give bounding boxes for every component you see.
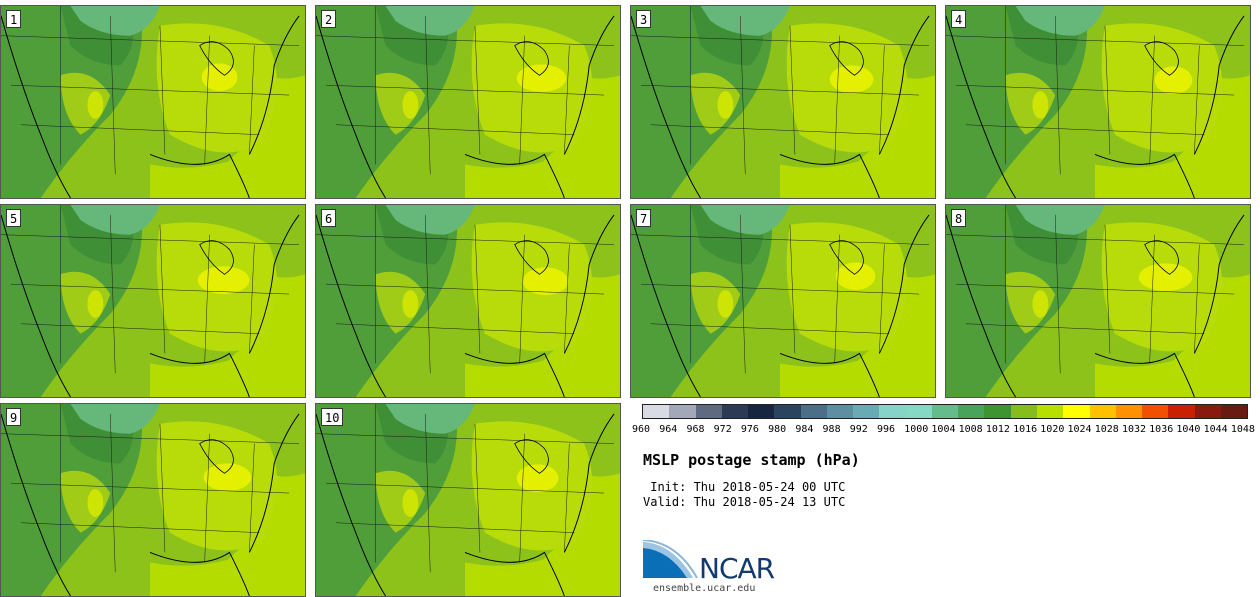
colorbar-swatch xyxy=(748,405,775,418)
colorbar-swatch xyxy=(774,405,801,418)
mslp-map xyxy=(946,205,1250,397)
colorbar-tick-label: 1024 xyxy=(1067,424,1092,435)
colorbar-tick-label: 964 xyxy=(659,424,678,435)
colorbar-swatch xyxy=(1089,405,1116,418)
mslp-map xyxy=(1,404,305,596)
colorbar-tick-label: 992 xyxy=(849,424,868,435)
colorbar-tick-label: 972 xyxy=(713,424,732,435)
colorbar-tick-label: 1004 xyxy=(931,424,956,435)
colorbar-tick-label: 996 xyxy=(876,424,896,435)
panel-number: 5 xyxy=(6,209,22,227)
mslp-map xyxy=(1,205,305,397)
panel-number: 7 xyxy=(636,209,652,227)
colorbar-swatch xyxy=(826,405,854,418)
colorbar-swatch xyxy=(721,405,749,418)
init-time: Init: Thu 2018-05-24 00 UTC xyxy=(643,480,846,494)
stamp-panel-7: 7 xyxy=(630,204,936,398)
colorbar-tick-label: 984 xyxy=(795,424,814,435)
mslp-map xyxy=(631,6,935,198)
colorbar-swatch xyxy=(669,405,696,418)
colorbar-swatch xyxy=(1010,405,1037,418)
colorbar-tick-label: 1036 xyxy=(1149,424,1174,435)
stamp-panel-4: 4 xyxy=(945,5,1251,199)
colorbar-swatch xyxy=(1168,405,1195,418)
colorbar-swatch xyxy=(879,405,906,418)
colorbar-tick-label: 1016 xyxy=(1013,424,1038,435)
colorbar-swatch xyxy=(1194,405,1221,418)
colorbar-swatch xyxy=(853,405,880,418)
stamp-panel-5: 5 xyxy=(0,204,306,398)
ncar-logo xyxy=(643,540,698,579)
colorbar-tick-label: 980 xyxy=(768,424,787,435)
colorbar-swatch xyxy=(905,405,932,418)
mslp-map xyxy=(946,6,1250,198)
colorbar-labels: 960 964 968 972 976 980 984 988 992 996 1000 1004 10… xyxy=(632,424,1258,438)
valid-time: Valid: Thu 2018-05-24 13 UTC xyxy=(643,495,846,509)
colorbar-tick-label: 1008 xyxy=(958,424,983,435)
colorbar-tick-label: 968 xyxy=(686,424,705,435)
stamp-panel-6: 6 xyxy=(315,204,621,398)
colorbar-tick-label: 1012 xyxy=(985,424,1010,435)
colorbar-tick-label: 1044 xyxy=(1203,424,1228,435)
panel-number: 9 xyxy=(6,408,22,426)
panel-number: 4 xyxy=(951,10,967,28)
chart-title: MSLP postage stamp (hPa) xyxy=(643,451,860,469)
pressure-colorbar xyxy=(642,404,1248,419)
stamp-panel-2: 2 xyxy=(315,5,621,199)
mslp-map xyxy=(316,205,620,397)
colorbar-tick-label: 1000 xyxy=(904,424,929,435)
colorbar-tick-label: 960 xyxy=(632,424,651,435)
ncar-logo-text: NCAR xyxy=(699,552,775,585)
colorbar-swatch xyxy=(1220,405,1248,418)
colorbar-swatch xyxy=(958,405,985,418)
colorbar-tick-label: 1020 xyxy=(1040,424,1065,435)
panel-number: 8 xyxy=(951,209,967,227)
mslp-map xyxy=(316,404,620,596)
site-url: ensemble.ucar.edu xyxy=(653,583,756,594)
colorbar-tick-label: 1048 xyxy=(1230,424,1255,435)
colorbar-tick-label: 1032 xyxy=(1121,424,1147,435)
colorbar-swatch xyxy=(1142,405,1169,418)
colorbar-swatch xyxy=(800,405,827,418)
colorbar-swatch xyxy=(695,405,722,418)
colorbar-tick-label: 976 xyxy=(740,424,759,435)
stamp-panel-8: 8 xyxy=(945,204,1251,398)
panel-number: 10 xyxy=(321,408,344,426)
colorbar-tick-label: 988 xyxy=(822,424,841,435)
mslp-map xyxy=(631,205,935,397)
colorbar-swatch xyxy=(1063,405,1090,418)
colorbar-tick-label: 1040 xyxy=(1176,424,1201,435)
panel-number: 6 xyxy=(321,209,337,227)
colorbar-tick-label: 1028 xyxy=(1094,424,1119,435)
colorbar-swatch xyxy=(1115,405,1143,418)
stamp-panel-10: 10 xyxy=(315,403,621,597)
stamp-panel-3: 3 xyxy=(630,5,936,199)
stamp-panel-1: 1 xyxy=(0,5,306,199)
colorbar-swatch xyxy=(984,405,1011,418)
panel-number: 1 xyxy=(6,10,22,28)
colorbar-swatch xyxy=(931,405,959,418)
panel-number: 3 xyxy=(636,10,652,28)
colorbar-swatch xyxy=(1036,405,1064,418)
mslp-map xyxy=(316,6,620,198)
mslp-map xyxy=(1,6,305,198)
stamp-panel-9: 9 xyxy=(0,403,306,597)
colorbar-swatch xyxy=(643,405,670,418)
panel-number: 2 xyxy=(321,10,337,28)
